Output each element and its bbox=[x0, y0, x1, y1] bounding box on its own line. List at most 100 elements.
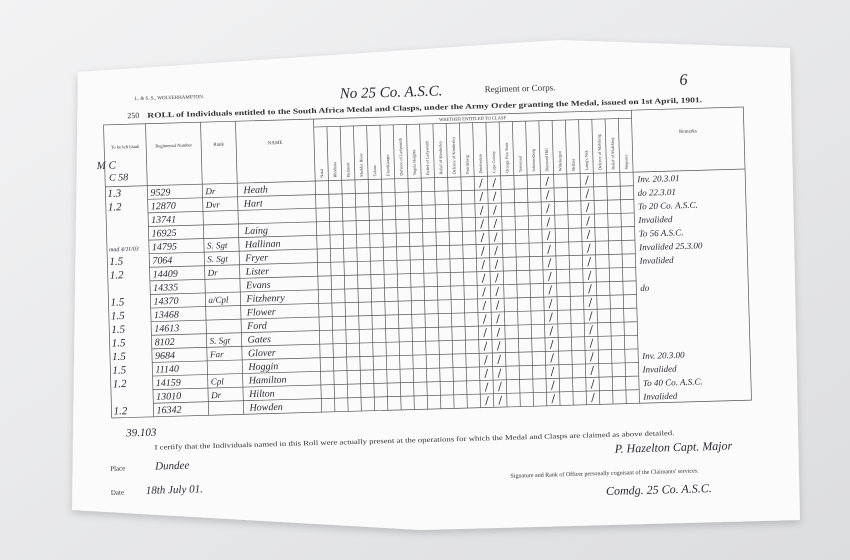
cell-number: 14613 bbox=[154, 323, 179, 335]
clasp-tick bbox=[482, 300, 487, 311]
clasp-tick bbox=[493, 218, 498, 229]
clasp-tick bbox=[484, 382, 489, 392]
table-frame bbox=[103, 106, 752, 419]
cell-name: Lister bbox=[245, 266, 270, 278]
clasp-tick bbox=[585, 175, 589, 185]
cell-name: Glover bbox=[248, 348, 276, 360]
column-rule bbox=[392, 124, 402, 410]
cell-mark: 1.5 bbox=[111, 324, 126, 336]
clasp-tick bbox=[585, 189, 590, 199]
clasp-header: Belfast bbox=[571, 158, 576, 171]
row-rule bbox=[147, 185, 634, 200]
column-rule bbox=[406, 124, 415, 410]
cell-rank: S. Sgt bbox=[207, 240, 228, 251]
clasp-header: Paardeberg bbox=[464, 154, 470, 174]
clasp-tick bbox=[495, 300, 500, 310]
cell-name: Howden bbox=[248, 402, 283, 414]
signature: P. Hazelton Capt. Major bbox=[614, 438, 733, 455]
cell-number: 13741 bbox=[151, 214, 176, 226]
clasp-tick bbox=[496, 314, 500, 324]
header-rule bbox=[105, 168, 746, 188]
cell-remarks: Invalided bbox=[637, 214, 673, 225]
clasp-tick bbox=[484, 368, 489, 379]
cell-number: 14159 bbox=[156, 377, 181, 389]
column-header: Rank bbox=[213, 143, 224, 148]
clasp-tick bbox=[481, 273, 486, 283]
clasp-tick bbox=[494, 246, 498, 256]
clasp-header: Diamond Hill bbox=[544, 148, 550, 172]
cell-name: Hallinan bbox=[244, 239, 281, 251]
cell-name: Laing bbox=[243, 225, 268, 237]
clasp-tick bbox=[549, 312, 553, 322]
clasp-tick bbox=[587, 243, 591, 253]
cell-name: Fitzhenry bbox=[245, 293, 285, 305]
clasp-tick bbox=[479, 192, 484, 202]
corps-handwritten: No 25 Co. A.S.C. bbox=[339, 83, 443, 102]
clasp-tick bbox=[482, 287, 486, 297]
column-rule bbox=[445, 123, 455, 409]
clasp-tick bbox=[495, 273, 499, 283]
clasp-header: Talana bbox=[372, 165, 377, 176]
cell-number: 16925 bbox=[151, 228, 176, 240]
cell-mark: 1.2 bbox=[108, 201, 123, 213]
column-rule bbox=[200, 122, 210, 416]
clasp-tick bbox=[585, 202, 590, 212]
row-rule bbox=[149, 253, 636, 268]
clasp-header: Johannesburg bbox=[530, 148, 536, 172]
cell-remarks: To 40 Co. A.S.C. bbox=[643, 376, 703, 388]
column-header: Regimental Number bbox=[155, 142, 192, 148]
cell-number: 7064 bbox=[152, 255, 172, 267]
paper bbox=[72, 40, 800, 530]
clasp-tick bbox=[546, 203, 550, 214]
cell-name: Flower bbox=[246, 307, 276, 319]
cell-name: Hoggin bbox=[247, 361, 278, 373]
column-rule bbox=[551, 120, 561, 406]
clasp-tick bbox=[480, 232, 485, 243]
clasp-header: Relief of Mafeking bbox=[610, 137, 616, 170]
column-header: To be left blank bbox=[111, 144, 140, 150]
clasp-tick bbox=[479, 205, 484, 215]
clasp-tick bbox=[589, 325, 593, 335]
date: 18th July 01. bbox=[146, 483, 203, 497]
clasp-tick bbox=[549, 326, 554, 336]
cell-number: 9529 bbox=[150, 187, 170, 199]
clasp-header: Transvaal bbox=[517, 155, 522, 172]
clasp-tick bbox=[498, 395, 503, 405]
column-rule bbox=[472, 122, 481, 408]
clasp-header: Natal bbox=[319, 168, 324, 178]
cell-remarks: Invalided bbox=[638, 255, 674, 266]
column-rule bbox=[326, 126, 336, 412]
clasp-tick bbox=[547, 258, 552, 268]
column-rule bbox=[366, 125, 375, 411]
clasp-tick bbox=[485, 395, 489, 406]
clasp-header: Relief of Ladysmith bbox=[424, 140, 430, 175]
column-rule bbox=[145, 123, 155, 417]
cell-mark: 1.5 bbox=[112, 364, 127, 376]
cell-number: 14795 bbox=[152, 242, 177, 254]
column-rule bbox=[578, 119, 587, 405]
column-rule bbox=[538, 120, 548, 406]
total-note: 39.103 bbox=[125, 427, 157, 440]
column-rule bbox=[432, 123, 442, 409]
cell-rank: S. Sgt bbox=[209, 335, 230, 346]
cell-name: Hilton bbox=[248, 388, 275, 400]
cell-mark: 1.3 bbox=[107, 188, 122, 200]
row-rule bbox=[152, 375, 639, 390]
clasp-tick bbox=[550, 353, 554, 363]
row-rule bbox=[151, 321, 638, 336]
clasp-tick bbox=[492, 191, 497, 201]
cell-number: 16342 bbox=[156, 405, 181, 417]
clasp-tick bbox=[545, 176, 549, 186]
cell-mark: 1.5 bbox=[111, 337, 126, 349]
cell-name: Gates bbox=[247, 334, 271, 346]
column-rule bbox=[379, 125, 389, 411]
column-rule bbox=[235, 121, 245, 415]
cell-rank: a/Cpl bbox=[208, 294, 229, 305]
clasp-header: Elandslaagte bbox=[385, 154, 391, 176]
clasp-tick bbox=[481, 246, 485, 256]
place-label: Place bbox=[110, 464, 125, 472]
cell-number: 14409 bbox=[153, 269, 178, 281]
clasp-tick bbox=[497, 368, 502, 378]
clasp-tick bbox=[498, 381, 502, 392]
clasp-tick bbox=[588, 311, 593, 321]
